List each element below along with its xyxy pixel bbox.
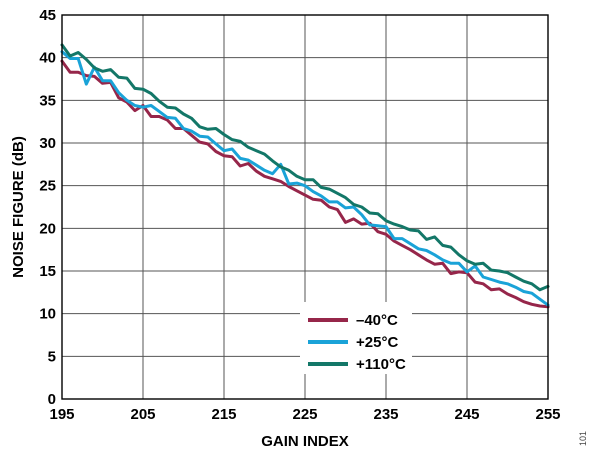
x-tick-label: 245	[454, 406, 479, 423]
plot-frame	[61, 14, 549, 400]
series-line-2	[60, 50, 550, 307]
x-tick-label: 235	[373, 406, 398, 423]
legend-label: +110°C	[356, 356, 406, 373]
y-tick-label: 30	[39, 135, 56, 152]
x-tick-label: 195	[49, 406, 74, 423]
x-axis-ticks: 195 205 215 225 235 245 255	[49, 406, 560, 423]
y-tick-label: 10	[39, 306, 56, 323]
series-layer	[60, 43, 550, 309]
series-line-3	[60, 43, 550, 292]
y-tick-label: 25	[39, 178, 56, 195]
y-axis-ticks: 0 5 10 15 20 25 30 35 40 45	[39, 7, 56, 408]
figure-id: 101	[578, 431, 588, 446]
legend: –40°C +25°C +110°C	[300, 302, 412, 374]
x-tick-label: 205	[130, 406, 155, 423]
x-tick-label: 215	[211, 406, 236, 423]
legend-label: –40°C	[356, 312, 398, 329]
y-axis-title: NOISE FIGURE (dB)	[10, 136, 27, 278]
y-tick-label: 35	[39, 92, 56, 109]
legend-label: +25°C	[356, 334, 398, 351]
y-tick-label: 20	[39, 220, 56, 237]
y-tick-label: 5	[48, 348, 56, 365]
y-tick-label: 0	[48, 391, 56, 408]
x-tick-label: 255	[535, 406, 560, 423]
y-tick-label: 45	[39, 7, 56, 24]
x-axis-title: GAIN INDEX	[261, 433, 349, 450]
x-tick-label: 225	[292, 406, 317, 423]
y-tick-label: 15	[39, 263, 56, 280]
y-tick-label: 40	[39, 50, 56, 67]
